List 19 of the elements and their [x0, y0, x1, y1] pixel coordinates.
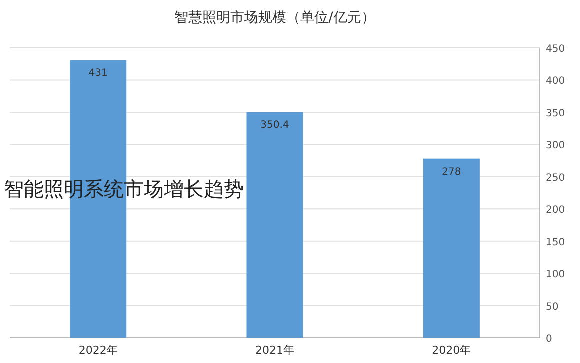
- data-label: 278: [442, 166, 462, 178]
- y-tick-label: 450: [546, 44, 566, 55]
- y-tick-label: 300: [546, 140, 566, 152]
- x-tick-label: 2020年: [432, 344, 472, 357]
- y-tick-label: 250: [546, 172, 566, 184]
- y-tick-label: 0: [546, 334, 552, 345]
- data-label: 350.4: [260, 120, 290, 132]
- y-tick-label: 150: [546, 237, 566, 248]
- y-tick-label: 50: [546, 302, 559, 313]
- y-tick-label: 350: [546, 108, 566, 120]
- y-tick-label: 400: [546, 76, 566, 88]
- data-label: 431: [88, 68, 108, 80]
- y-tick-label: 200: [546, 205, 566, 216]
- chart-title: 智慧照明市场规模（单位/亿元）: [174, 10, 376, 26]
- x-tick-label: 2021年: [256, 344, 294, 357]
- bar: [423, 158, 480, 338]
- bar: [246, 112, 304, 338]
- x-tick-label: 2022年: [78, 344, 118, 357]
- y-tick-label: 100: [546, 270, 566, 281]
